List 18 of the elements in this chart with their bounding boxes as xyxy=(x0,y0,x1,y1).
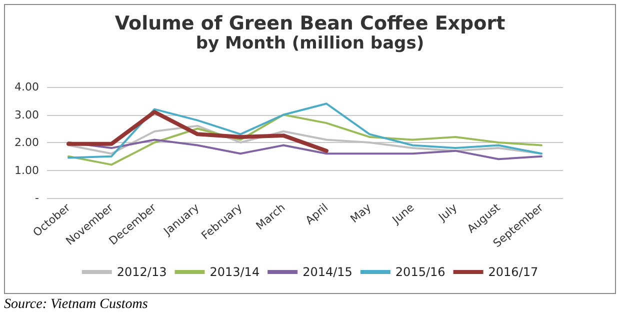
y-tick-label: 4.00 xyxy=(14,80,39,94)
line-series xyxy=(68,102,542,159)
legend-label: 2015/16 xyxy=(395,265,446,279)
y-tick-label: - xyxy=(35,192,40,204)
source-note: Source: Vietnam Customs xyxy=(4,297,148,313)
x-tick-label: May xyxy=(348,200,374,226)
chart-title: Volume of Green Bean Coffee Export xyxy=(114,12,506,34)
chart-subtitle: by Month (million bags) xyxy=(196,34,424,54)
y-tick-label: 3.00 xyxy=(14,108,39,122)
y-tick-label: 2.00 xyxy=(14,136,39,149)
line-series xyxy=(68,138,542,160)
y-tick-label: 1.00 xyxy=(14,164,39,177)
legend-label: 2014/15 xyxy=(302,265,352,279)
legend-label: 2016/17 xyxy=(488,265,538,279)
line-series xyxy=(66,110,328,153)
legend-label: 2012/13 xyxy=(116,265,167,279)
legend-label: 2013/14 xyxy=(210,265,260,279)
line-series xyxy=(68,114,542,166)
